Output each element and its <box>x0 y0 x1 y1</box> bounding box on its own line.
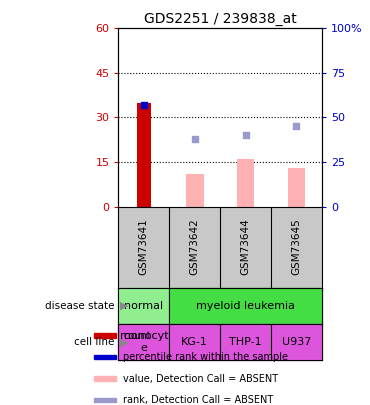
Bar <box>169 324 220 360</box>
Bar <box>186 174 204 207</box>
Text: GSM73642: GSM73642 <box>190 219 200 275</box>
Text: percentile rank within the sample: percentile rank within the sample <box>123 352 288 362</box>
Bar <box>169 288 322 324</box>
Text: value, Detection Call = ABSENT: value, Detection Call = ABSENT <box>123 374 279 384</box>
Bar <box>220 324 271 360</box>
Text: U937: U937 <box>282 337 311 347</box>
Point <box>243 132 249 139</box>
Text: monocyt
e: monocyt e <box>120 331 168 353</box>
Text: rank, Detection Call = ABSENT: rank, Detection Call = ABSENT <box>123 395 273 405</box>
Bar <box>94 398 116 403</box>
Text: GSM73645: GSM73645 <box>292 219 302 275</box>
Bar <box>237 159 255 207</box>
Bar <box>118 288 169 324</box>
Text: myeloid leukemia: myeloid leukemia <box>196 301 295 311</box>
Text: count: count <box>123 330 151 341</box>
Text: GSM73641: GSM73641 <box>139 219 149 275</box>
Bar <box>94 333 116 338</box>
Text: ▶: ▶ <box>120 301 129 311</box>
Text: ▶: ▶ <box>120 337 129 347</box>
Text: KG-1: KG-1 <box>181 337 208 347</box>
Bar <box>271 324 322 360</box>
Title: GDS2251 / 239838_at: GDS2251 / 239838_at <box>144 12 296 26</box>
Text: cell line: cell line <box>74 337 115 347</box>
Text: GSM73644: GSM73644 <box>240 219 250 275</box>
Point <box>141 102 147 108</box>
Text: normal: normal <box>124 301 164 311</box>
Bar <box>94 355 116 359</box>
Text: disease state: disease state <box>45 301 115 311</box>
Bar <box>94 376 116 381</box>
Bar <box>137 102 151 207</box>
Bar <box>287 168 305 207</box>
Point <box>192 136 198 142</box>
Bar <box>118 324 169 360</box>
Point <box>293 123 299 130</box>
Text: THP-1: THP-1 <box>229 337 262 347</box>
